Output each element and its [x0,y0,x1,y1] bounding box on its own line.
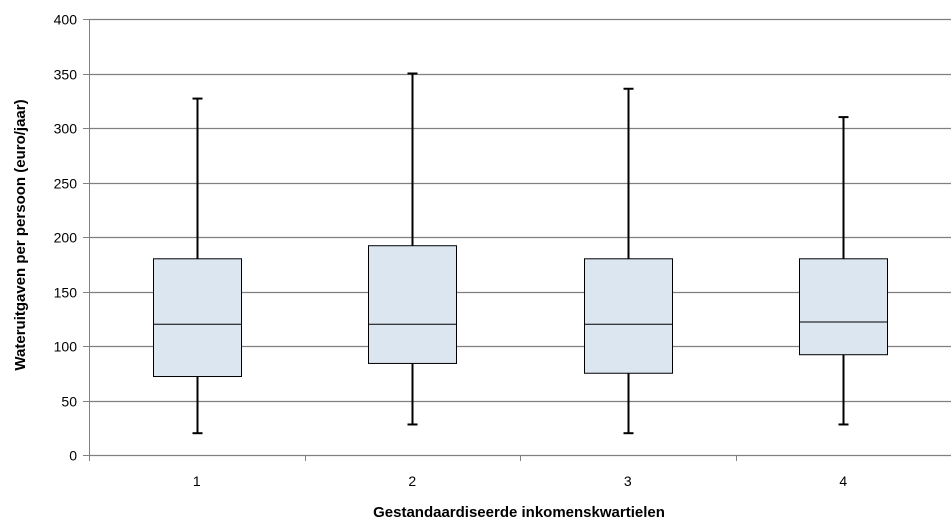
boxes [153,72,888,435]
x-tick-label-1: 1 [193,473,201,489]
x-tick-label-4: 4 [839,473,847,489]
box-3 [584,258,673,374]
axes [83,19,951,461]
y-tick-label-350: 350 [54,67,78,83]
y-tick-label-150: 150 [54,285,78,301]
y-axis-title: Wateruitgaven per persoon (euro/jaar) [12,99,29,370]
y-tick-label-200: 200 [54,230,78,246]
y-tick-label-250: 250 [54,176,78,192]
x-axis-title: Gestandaardiseerde inkomenskwartielen [373,504,665,521]
y-tick-label-300: 300 [54,121,78,137]
box-4 [799,258,888,356]
y-tick-label-0: 0 [69,448,77,464]
x-tick-label-3: 3 [624,473,632,489]
y-tick-label-400: 400 [54,12,78,28]
box-2 [368,245,457,364]
x-tick-label-2: 2 [408,473,416,489]
tick-labels: 0 50 100 150 200 250 300 350 400 1 2 3 4 [54,12,848,490]
box-1 [153,258,242,378]
y-tick-label-50: 50 [61,394,77,410]
y-tick-label-100: 100 [54,339,78,355]
